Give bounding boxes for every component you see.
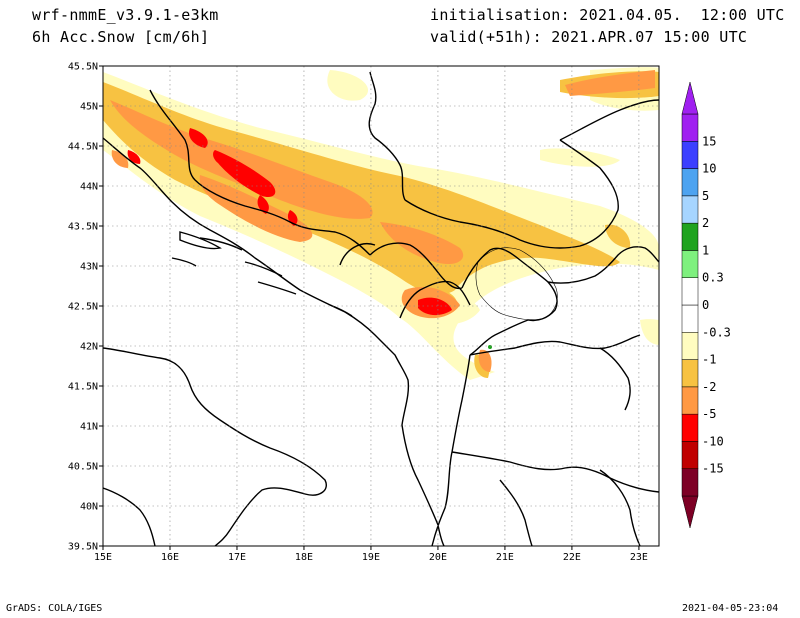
colorbar-label: 10	[702, 162, 716, 176]
colorbar-segment	[681, 304, 699, 333]
coastlines-borders	[103, 71, 659, 546]
colorbar-label: -2	[702, 380, 716, 394]
lat-tick-label: 43N	[80, 262, 98, 273]
lat-tick-label: 41.5N	[68, 382, 98, 393]
lat-tick-label: 44.5N	[68, 142, 98, 153]
lon-tick-label: 21E	[496, 552, 514, 563]
colorbar-label: -0.3	[702, 325, 731, 339]
snow-green-spot	[488, 345, 492, 349]
colorbar-label: 2	[702, 216, 709, 230]
colorbar-label: 0.3	[702, 271, 724, 285]
lat-tick-label: 40N	[80, 502, 98, 513]
lat-tick-label: 42.5N	[68, 302, 98, 313]
lat-tick-label: 45N	[80, 102, 98, 113]
colorbar-segment	[681, 332, 699, 360]
colorbar-label: -10	[702, 434, 724, 448]
lon-tick-label: 22E	[563, 552, 581, 563]
lon-tick-label: 19E	[362, 552, 380, 563]
colorbar-arrow-bottom	[681, 495, 699, 529]
colorbar-arrow-top	[681, 81, 699, 115]
internal-borders	[475, 247, 558, 320]
colorbar-label: 1	[702, 243, 709, 257]
footer-grads: GrADS: COLA/IGES	[6, 603, 103, 614]
lat-tick-label: 44N	[80, 182, 98, 193]
colorbar-segment	[681, 413, 699, 442]
colorbar-label: -15	[702, 462, 724, 476]
lon-tick-label: 23E	[630, 552, 648, 563]
colorbar-segment	[681, 113, 699, 142]
lat-tick-label: 40.5N	[68, 462, 98, 473]
colorbar-label: 5	[702, 189, 709, 203]
colorbar-segment	[681, 195, 699, 224]
lon-tick-label: 20E	[429, 552, 447, 563]
colorbar-segment	[681, 468, 699, 497]
colorbar-label: 15	[702, 134, 716, 148]
colorbar-segment	[681, 250, 699, 278]
footer-timestamp: 2021-04-05-23:04	[682, 603, 779, 614]
lon-tick-label: 17E	[228, 552, 246, 563]
colorbar-label: 0	[702, 298, 709, 312]
lon-tick-label: 15E	[94, 552, 112, 563]
model-title: wrf-nmmE_v3.9.1-e3km	[32, 6, 219, 24]
lat-tick-label: 43.5N	[68, 222, 98, 233]
colorbar: -15 -10 -5 -2 -1 -0.3 0 0.3 1 2 5 10 15	[681, 81, 731, 529]
snowfall-field	[103, 67, 659, 380]
colorbar-segment	[681, 386, 699, 415]
lat-tick-label: 45.5N	[68, 62, 98, 73]
colorbar-segment	[681, 359, 699, 388]
colorbar-segment	[681, 141, 699, 169]
field-title: 6h Acc.Snow [cm/6h]	[32, 28, 210, 46]
colorbar-segment	[681, 168, 699, 197]
colorbar-label: -5	[702, 407, 716, 421]
valid-time: valid(+51h): 2021.APR.07 15:00 UTC	[430, 28, 748, 46]
colorbar-segment	[681, 222, 699, 251]
colorbar-segment	[681, 441, 699, 469]
lat-tick-label: 41N	[80, 422, 98, 433]
snow-heavy-areas	[110, 70, 655, 372]
lon-tick-label: 16E	[161, 552, 179, 563]
axis-ticks: 45.5N 45N 44.5N 44N 43.5N 43N 42.5N 42N 41.5N 41N…	[68, 62, 648, 564]
lat-tick-label: 39.5N	[68, 542, 98, 553]
lat-tick-label: 42N	[80, 342, 98, 353]
lon-tick-label: 18E	[295, 552, 313, 563]
initialisation-time: initialisation: 2021.04.05. 12:00 UTC	[430, 6, 785, 24]
grid-lines	[103, 66, 659, 546]
snow-very-heavy-areas	[127, 128, 452, 316]
colorbar-label: -1	[702, 353, 716, 367]
colorbar-segment	[681, 277, 699, 306]
